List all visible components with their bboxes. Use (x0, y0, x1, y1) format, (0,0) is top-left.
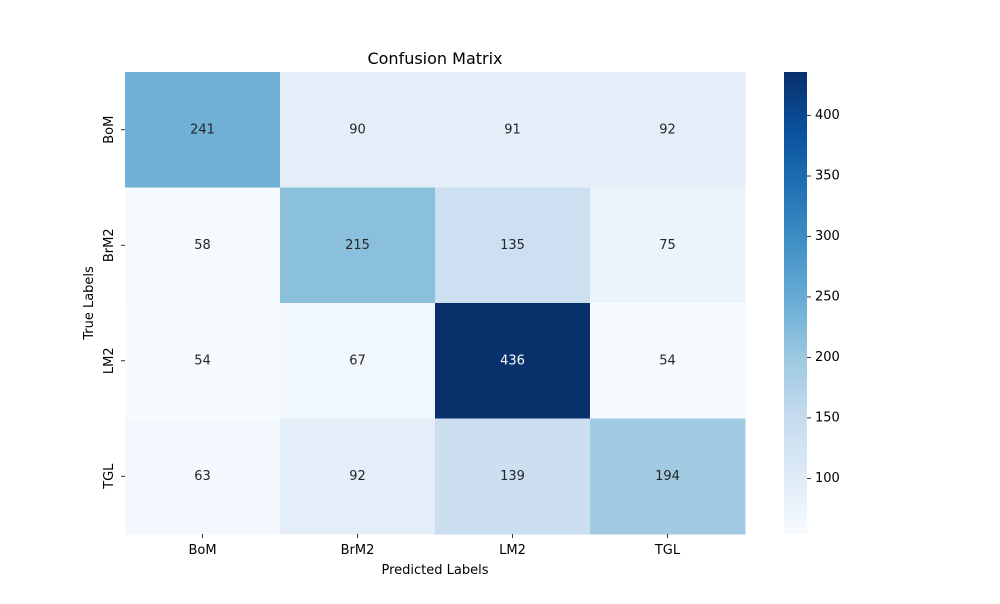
cell-value-label: 54 (659, 353, 676, 368)
colorbar: 100 150 200 250 300 350 400 (784, 72, 840, 534)
heatmap-cells (125, 72, 746, 535)
heatmap-cell (590, 72, 746, 188)
y-tick-label: BrM2 (102, 228, 117, 262)
colorbar-tick-label: 150 (815, 410, 840, 425)
heatmap-cell (435, 187, 591, 304)
heatmap-cell (435, 303, 591, 419)
cell-value-label: 75 (659, 238, 676, 253)
colorbar-tick-label: 350 (815, 169, 840, 184)
cell-value-label: 215 (345, 238, 370, 253)
cell-value-label: 135 (500, 238, 525, 253)
cell-value-label: 194 (655, 469, 680, 484)
y-axis-label: True Labels (82, 266, 97, 341)
heatmap-cell (125, 187, 281, 304)
x-axis: BoM BrM2 LM2 TGL (188, 534, 681, 558)
heatmap-cell (590, 303, 746, 419)
colorbar-tick-label: 100 (815, 471, 840, 486)
colorbar-gradient (784, 72, 807, 534)
y-tick-label: BoM (102, 116, 117, 144)
colorbar-tick-label: 300 (815, 229, 840, 244)
heatmap-cell (125, 418, 281, 535)
heatmap-cell (280, 72, 436, 188)
x-tick-label: BrM2 (341, 543, 375, 558)
colorbar-tick-label: 400 (815, 108, 840, 123)
cell-value-label: 91 (504, 122, 521, 137)
cell-value-label: 92 (659, 122, 676, 137)
cell-value-label: 90 (349, 122, 366, 137)
heatmap-cell (435, 418, 591, 535)
heatmap-cell-labels: 241 90 91 92 58 215 135 75 54 67 436 54 63 92 139 194 (190, 122, 680, 484)
heatmap-cell (435, 72, 591, 188)
y-tick-label: TGL (102, 463, 117, 490)
cell-value-label: 92 (349, 469, 366, 484)
heatmap-cell (280, 418, 436, 535)
cell-value-label: 139 (500, 469, 525, 484)
cell-value-label: 54 (194, 353, 211, 368)
heatmap-cell (280, 187, 436, 304)
chart-title: Confusion Matrix (367, 49, 502, 68)
x-tick-label: TGL (654, 543, 681, 558)
x-tick-label: BoM (188, 543, 216, 558)
heatmap-cell (590, 187, 746, 304)
heatmap-cell (590, 418, 746, 535)
cell-value-label: 241 (190, 122, 215, 137)
heatmap-cell (125, 303, 281, 419)
cell-value-label: 436 (500, 353, 525, 368)
y-tick-label: LM2 (102, 347, 117, 374)
colorbar-tick-label: 250 (815, 289, 840, 304)
heatmap-cell (280, 303, 436, 419)
x-tick-label: LM2 (499, 543, 526, 558)
x-axis-label: Predicted Labels (381, 563, 488, 578)
cell-value-label: 67 (349, 353, 366, 368)
y-axis: BoM BrM2 LM2 TGL (102, 116, 125, 490)
colorbar-ticks: 100 150 200 250 300 350 400 (807, 108, 840, 486)
colorbar-tick-label: 200 (815, 350, 840, 365)
cell-value-label: 63 (194, 469, 211, 484)
heatmap-cell (125, 72, 281, 188)
cell-value-label: 58 (194, 238, 211, 253)
